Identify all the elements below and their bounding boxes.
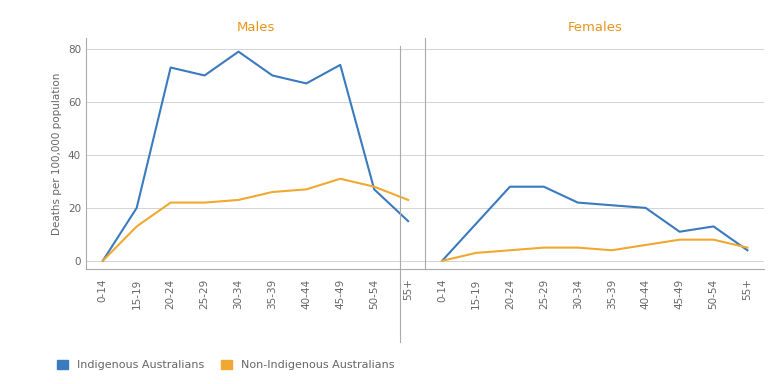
Y-axis label: Deaths per 100,000 population: Deaths per 100,000 population: [52, 73, 62, 235]
Title: Females: Females: [567, 22, 622, 35]
Legend: Indigenous Australians, Non-Indigenous Australians: Indigenous Australians, Non-Indigenous A…: [52, 355, 399, 375]
Title: Males: Males: [236, 22, 275, 35]
